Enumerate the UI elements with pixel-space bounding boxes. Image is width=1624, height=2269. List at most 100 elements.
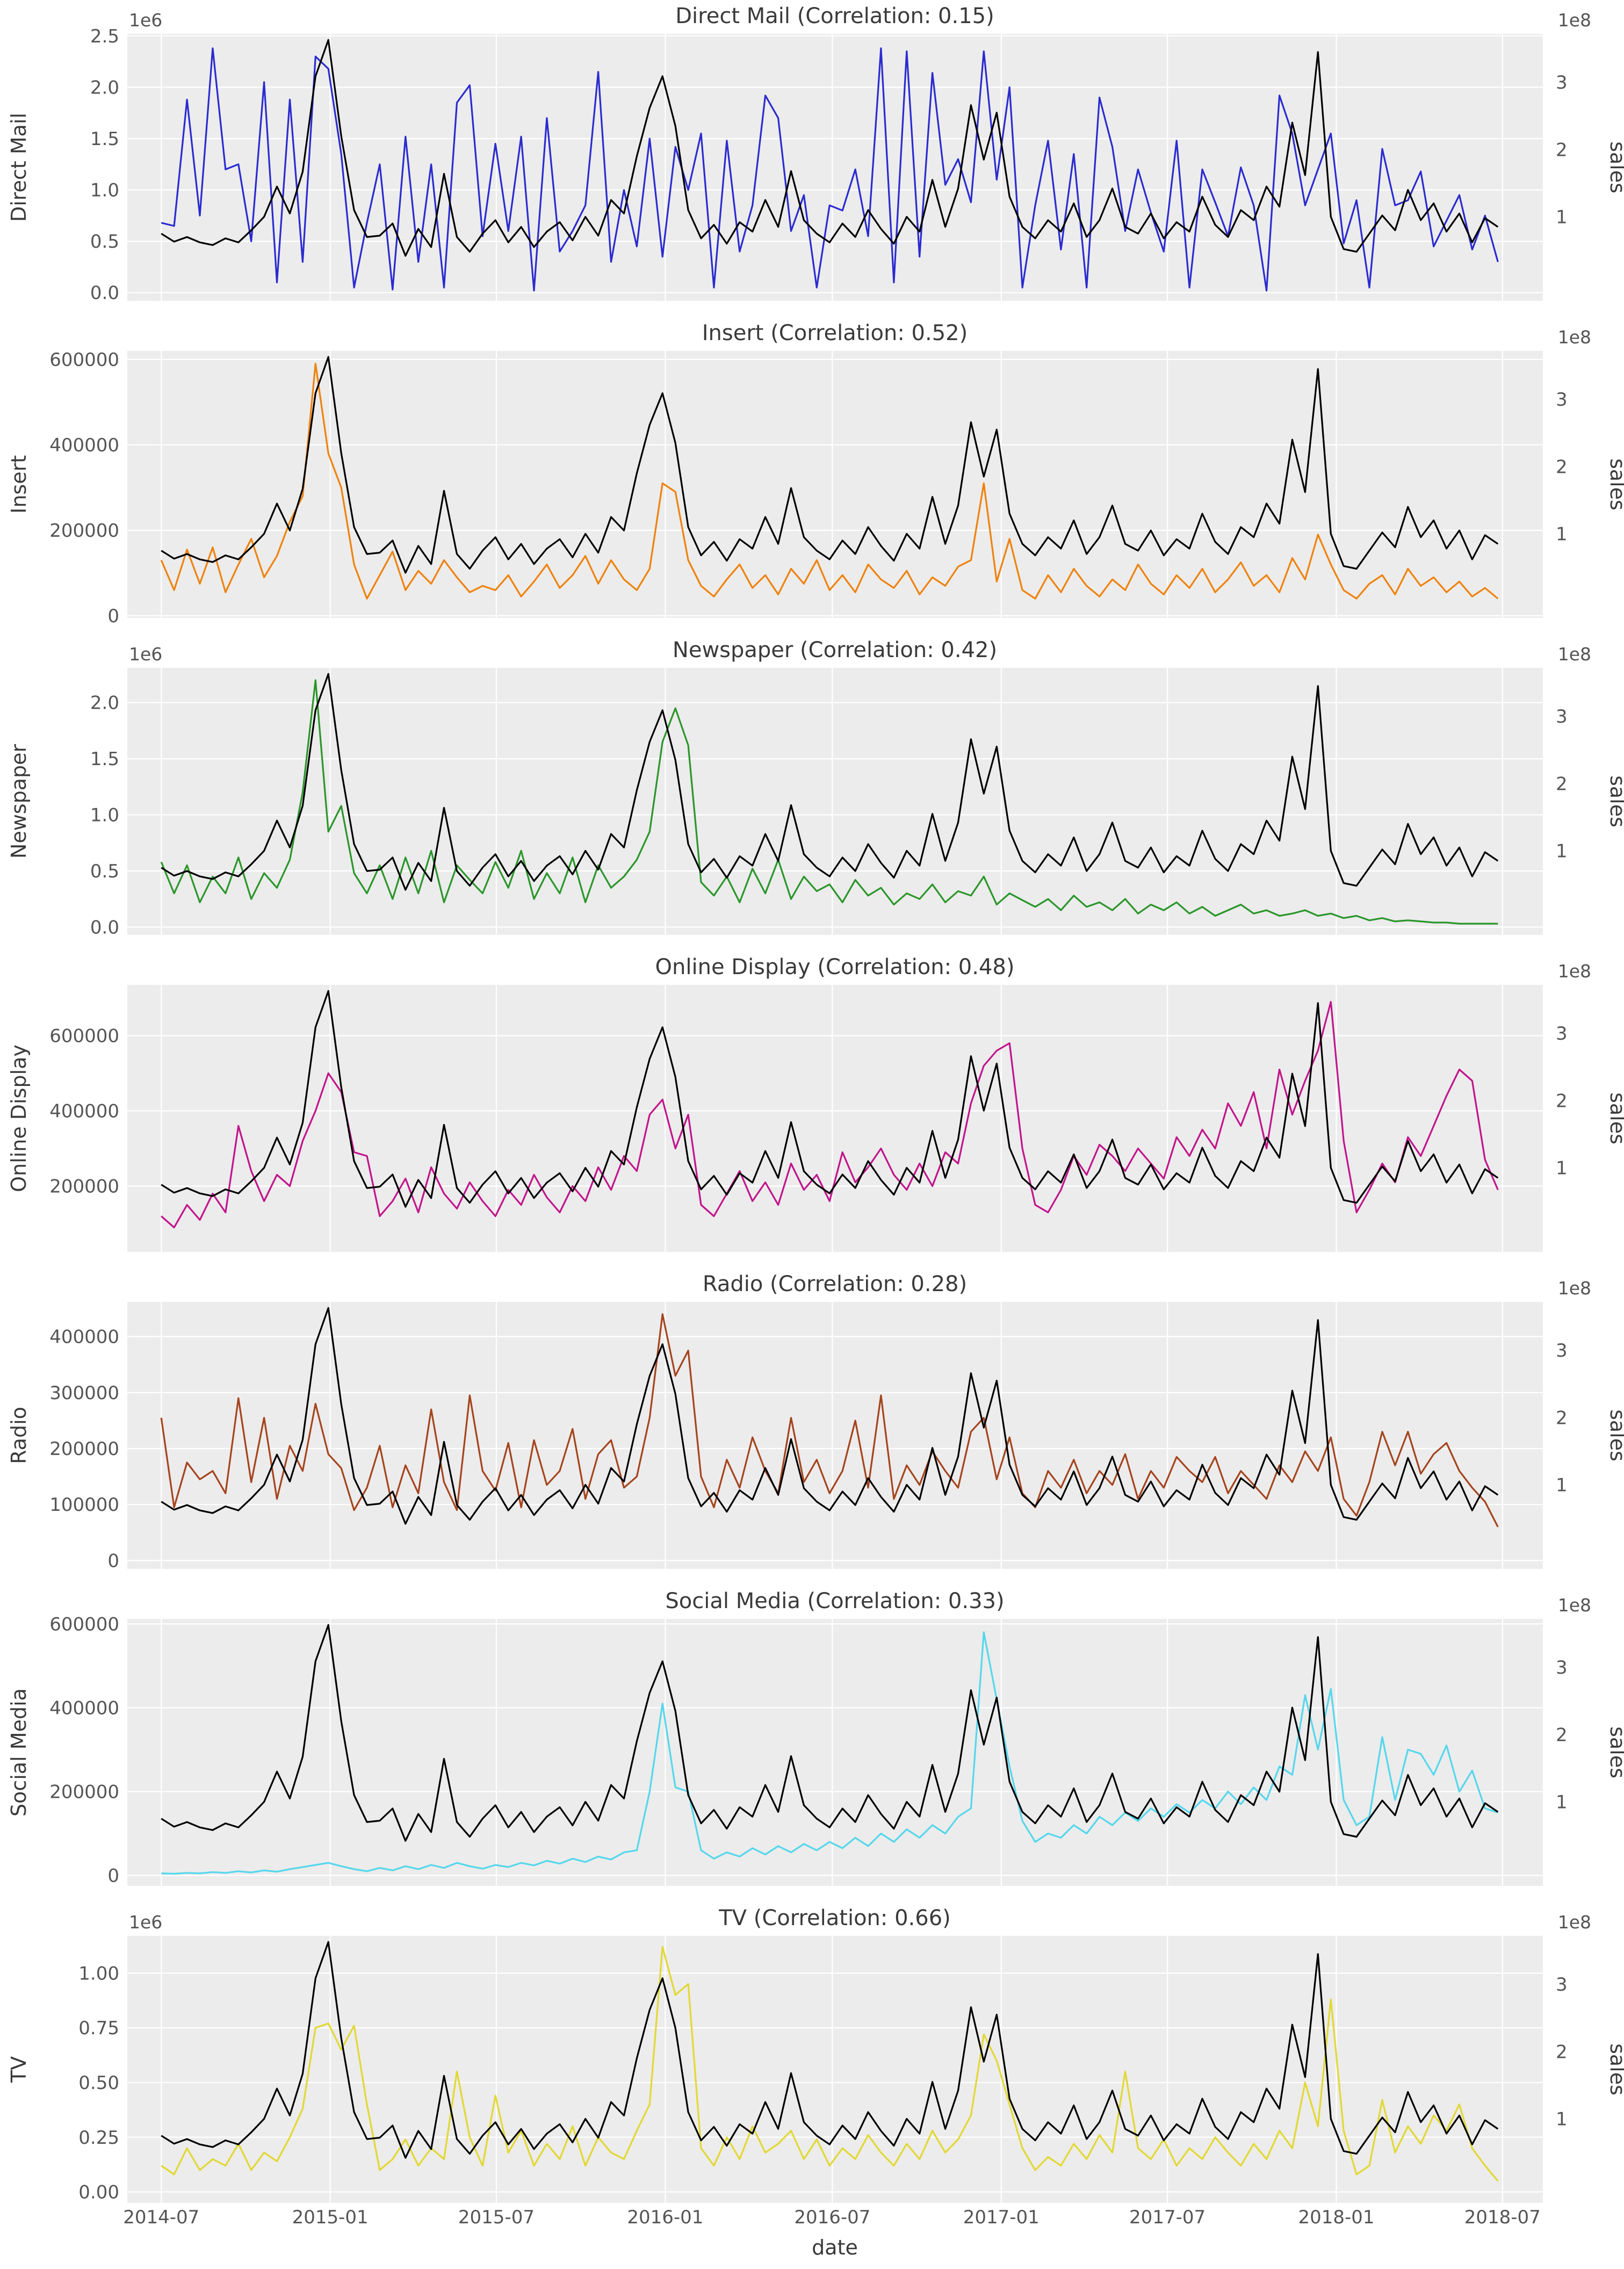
sales-tick-label: 1	[1556, 1158, 1568, 1179]
plot-area	[127, 1619, 1543, 1886]
sales-tick-label: 1	[1556, 524, 1568, 545]
y-axis-title: Newspaper	[7, 744, 31, 859]
x-axis-title: date	[812, 2236, 858, 2259]
sales-offset-label: 1e8	[1558, 327, 1591, 348]
sales-tick-label: 1	[1556, 2109, 1568, 2130]
sales-axis-title: sales	[1606, 458, 1624, 510]
sales-tick-label: 2	[1556, 1724, 1568, 1746]
y-tick-label: 0.25	[78, 2127, 119, 2149]
sales-offset-label: 1e8	[1558, 644, 1591, 665]
sales-line	[161, 39, 1499, 257]
y-tick-label: 0.5	[90, 861, 119, 882]
y-tick-label: 200000	[49, 520, 119, 542]
sales-tick-label: 3	[1556, 72, 1568, 93]
y-tick-label: 0	[107, 1550, 119, 1572]
sales-tick-label: 3	[1556, 1657, 1568, 1679]
panel-insert: 0 200000 400000 600000 1 2 3 1e8 Insert (Correla…	[7, 321, 1624, 627]
y-tick-label: 400000	[49, 1327, 119, 1348]
x-tick-label: 2016-07	[794, 2207, 870, 2228]
x-tick-label: 2017-07	[1129, 2207, 1206, 2228]
panel-title: Newspaper (Correlation: 0.42)	[673, 638, 997, 662]
sales-tick-label: 3	[1556, 1340, 1568, 1362]
y-tick-label: 1.5	[90, 748, 119, 770]
y-tick-label: 600000	[49, 1613, 119, 1635]
y-offset-label: 1e6	[129, 644, 162, 665]
panel-social-media: 0 200000 400000 600000 1 2 3 1e8 Social Media (C…	[7, 1589, 1624, 1886]
y-tick-label: 600000	[49, 1026, 119, 1047]
plot-area	[127, 1936, 1543, 2203]
x-tick-label: 2016-01	[627, 2207, 703, 2228]
y-tick-label: 400000	[49, 1697, 119, 1719]
panel-online-display: 200000 400000 600000 1 2 3 1e8 Online Display (…	[7, 955, 1624, 1252]
y-tick-label: 400000	[49, 435, 119, 456]
y-tick-label: 1.0	[90, 805, 119, 826]
sales-tick-label: 1	[1556, 207, 1568, 228]
y-tick-label: 600000	[49, 349, 119, 371]
y-tick-label: 0.50	[78, 2072, 119, 2094]
sales-axis-title: sales	[1606, 141, 1624, 193]
sales-axis-title: sales	[1606, 775, 1624, 827]
y-tick-label: 400000	[49, 1101, 119, 1122]
y-tick-label: 100000	[49, 1494, 119, 1516]
sales-offset-label: 1e8	[1558, 1278, 1591, 1299]
sales-line	[161, 1941, 1499, 2159]
y-axis-title: Direct Mail	[7, 113, 31, 222]
y-tick-label: 2.5	[90, 26, 119, 47]
sales-tick-label: 3	[1556, 706, 1568, 727]
y-tick-label: 0.0	[90, 283, 119, 304]
series-line-tv_1e6	[161, 1946, 1499, 2182]
panel-title: Social Media (Correlation: 0.33)	[665, 1589, 1004, 1613]
sales-tick-label: 1	[1556, 1792, 1568, 1813]
series-line-social_media	[161, 1631, 1498, 1875]
sales-axis-title: sales	[1606, 1726, 1624, 1778]
y-axis-title: Radio	[7, 1407, 31, 1464]
series-line-insert	[160, 363, 1499, 600]
panel-direct-mail: 0.0 0.5 1.0 1.5 2.0 2.5 1 2 3 1e6 1e8 Direct Mail (…	[7, 4, 1624, 304]
x-tick-label: 2014-07	[123, 2207, 199, 2228]
sales-tick-label: 3	[1556, 1023, 1568, 1045]
sales-line	[161, 990, 1499, 1208]
y-axis-title: Social Media	[7, 1688, 31, 1817]
series-line-online_display	[161, 1000, 1499, 1229]
panel-title: TV (Correlation: 0.66)	[718, 1906, 951, 1931]
series-line-radio	[160, 1313, 1499, 1528]
sales-tick-label: 2	[1556, 139, 1568, 161]
y-tick-label: 1.00	[78, 1963, 119, 1984]
sales-tick-label: 2	[1556, 1407, 1568, 1429]
sales-offset-label: 1e8	[1558, 1912, 1591, 1933]
sales-line	[161, 673, 1499, 891]
x-tick-label: 2015-01	[292, 2207, 369, 2228]
sales-tick-label: 1	[1556, 841, 1568, 862]
y-tick-label: 1.0	[90, 180, 119, 201]
x-tick-label: 2017-01	[963, 2207, 1040, 2228]
y-tick-label: 1.5	[90, 128, 119, 150]
x-tick-label: 2015-07	[458, 2207, 535, 2228]
y-tick-label: 200000	[49, 1438, 119, 1460]
panel-title: Radio (Correlation: 0.28)	[703, 1272, 967, 1296]
sales-offset-label: 1e8	[1558, 1595, 1591, 1616]
y-tick-label: 300000	[49, 1382, 119, 1404]
sales-line	[161, 1307, 1499, 1525]
plot-area	[127, 985, 1543, 1252]
sales-axis-title: sales	[1606, 1409, 1624, 1461]
y-tick-label: 0.75	[78, 2018, 119, 2039]
panel-title: Direct Mail (Correlation: 0.15)	[675, 4, 994, 28]
x-tick-label: 2018-07	[1464, 2207, 1541, 2228]
y-tick-label: 2.0	[90, 693, 119, 714]
series-line-newspaper_1e6	[160, 679, 1498, 925]
sales-axis-title: sales	[1606, 2043, 1624, 2095]
sales-offset-label: 1e8	[1558, 961, 1591, 982]
y-tick-label: 0.00	[78, 2182, 119, 2203]
y-tick-label: 2.0	[90, 77, 119, 98]
sales-tick-label: 2	[1556, 456, 1568, 478]
y-tick-label: 0.5	[90, 231, 119, 253]
panel-radio: 0 100000 200000 300000 400000 1 2 3 1e8 Radio (Co…	[7, 1272, 1624, 1572]
plot-area	[127, 668, 1543, 935]
sales-line	[161, 356, 1499, 574]
y-tick-label: 200000	[49, 1781, 119, 1803]
plot-area	[127, 34, 1543, 301]
series-line-direct_mail_1e6	[161, 47, 1499, 292]
sales-axis-title: sales	[1606, 1092, 1624, 1144]
